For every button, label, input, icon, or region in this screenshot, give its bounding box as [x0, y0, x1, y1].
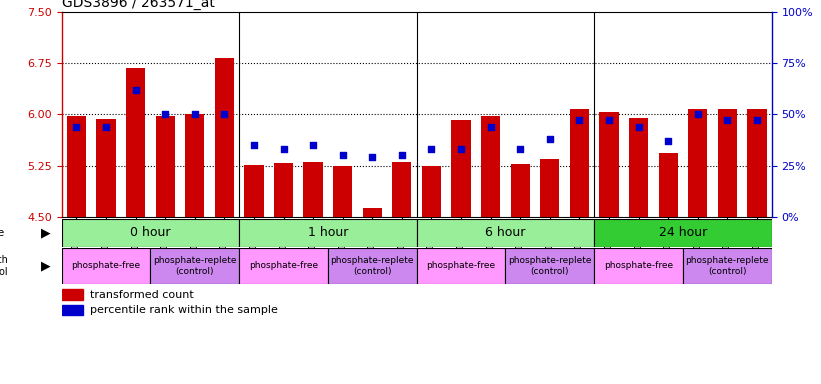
- Bar: [239, 219, 416, 247]
- Text: transformed count: transformed count: [90, 290, 194, 300]
- Text: percentile rank within the sample: percentile rank within the sample: [90, 305, 277, 315]
- Bar: [155, 116, 175, 217]
- Bar: [274, 163, 293, 217]
- Text: phosphate-free: phosphate-free: [604, 262, 673, 270]
- Point: [99, 124, 112, 130]
- Point: [603, 118, 616, 124]
- Point: [247, 142, 260, 148]
- Point: [365, 154, 378, 161]
- Bar: [747, 109, 767, 217]
- Bar: [62, 289, 83, 300]
- Bar: [62, 219, 239, 247]
- Bar: [629, 118, 649, 217]
- Bar: [150, 248, 239, 284]
- Bar: [570, 109, 589, 217]
- Bar: [96, 119, 116, 217]
- Bar: [239, 248, 328, 284]
- Bar: [683, 248, 772, 284]
- Text: phosphate-replete
(control): phosphate-replete (control): [508, 256, 592, 276]
- Text: 24 hour: 24 hour: [658, 226, 707, 239]
- Text: phosphate-free: phosphate-free: [71, 262, 140, 270]
- Text: 6 hour: 6 hour: [485, 226, 525, 239]
- Text: ▶: ▶: [41, 226, 51, 239]
- Point: [691, 111, 704, 118]
- Text: growth
protocol: growth protocol: [0, 255, 8, 277]
- Text: phosphate-free: phosphate-free: [249, 262, 318, 270]
- Text: phosphate-replete
(control): phosphate-replete (control): [331, 256, 414, 276]
- Point: [395, 152, 408, 158]
- Bar: [594, 219, 772, 247]
- Bar: [481, 116, 500, 217]
- Bar: [506, 248, 594, 284]
- Bar: [62, 248, 150, 284]
- Bar: [328, 248, 416, 284]
- Bar: [718, 109, 737, 217]
- Bar: [594, 248, 683, 284]
- Point: [484, 124, 498, 130]
- Bar: [688, 109, 708, 217]
- Bar: [416, 219, 594, 247]
- Text: 1 hour: 1 hour: [308, 226, 348, 239]
- Point: [750, 118, 764, 124]
- Point: [544, 136, 557, 142]
- Bar: [215, 58, 234, 217]
- Point: [573, 118, 586, 124]
- Bar: [126, 68, 145, 217]
- Point: [277, 146, 290, 152]
- Bar: [245, 165, 264, 217]
- Bar: [304, 162, 323, 217]
- Text: phosphate-replete
(control): phosphate-replete (control): [153, 256, 236, 276]
- Bar: [67, 116, 86, 217]
- Point: [632, 124, 645, 130]
- Bar: [416, 248, 506, 284]
- Bar: [422, 166, 441, 217]
- Bar: [540, 159, 559, 217]
- Bar: [62, 305, 83, 315]
- Point: [158, 111, 172, 118]
- Point: [721, 118, 734, 124]
- Bar: [599, 112, 618, 217]
- Bar: [392, 162, 411, 217]
- Bar: [363, 208, 382, 217]
- Bar: [511, 164, 530, 217]
- Bar: [333, 166, 352, 217]
- Point: [514, 146, 527, 152]
- Text: phosphate-free: phosphate-free: [426, 262, 496, 270]
- Text: 0 hour: 0 hour: [130, 226, 171, 239]
- Point: [662, 138, 675, 144]
- Text: ▶: ▶: [41, 260, 51, 272]
- Text: GDS3896 / 263571_at: GDS3896 / 263571_at: [62, 0, 214, 10]
- Point: [218, 111, 231, 118]
- Point: [425, 146, 438, 152]
- Point: [306, 142, 319, 148]
- Point: [188, 111, 201, 118]
- Text: time: time: [0, 228, 8, 238]
- Bar: [185, 114, 204, 217]
- Point: [336, 152, 349, 158]
- Bar: [452, 120, 470, 217]
- Text: phosphate-replete
(control): phosphate-replete (control): [686, 256, 769, 276]
- Point: [455, 146, 468, 152]
- Point: [129, 86, 142, 93]
- Point: [70, 124, 83, 130]
- Bar: [658, 153, 678, 217]
